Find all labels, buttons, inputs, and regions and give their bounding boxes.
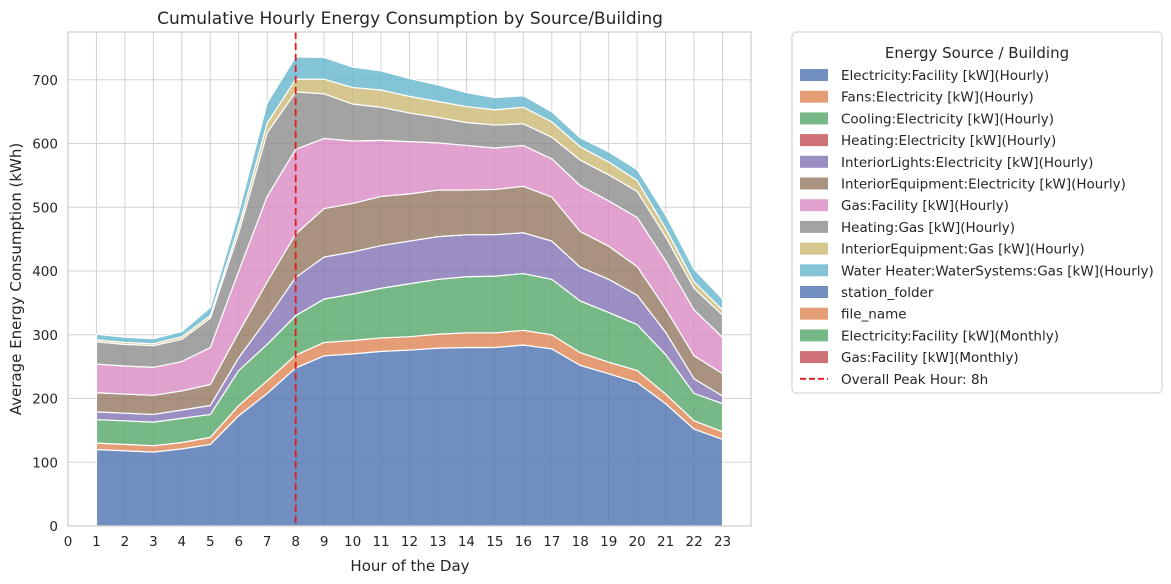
chart-title: Cumulative Hourly Energy Consumption by … xyxy=(157,9,663,29)
legend-entry: station_folder xyxy=(841,285,934,301)
legend-swatch xyxy=(800,307,828,320)
legend-swatch xyxy=(800,155,828,168)
x-tick-label: 13 xyxy=(429,534,446,550)
legend-entry: Cooling:Electricity [kW](Hourly) xyxy=(841,111,1054,127)
legend-entry: file_name xyxy=(841,307,907,323)
x-tick-label: 6 xyxy=(234,534,243,550)
x-tick-label: 9 xyxy=(320,534,329,550)
legend-entry: Electricity:Facility [kW](Hourly) xyxy=(841,68,1049,84)
x-axis-label: Hour of the Day xyxy=(350,557,469,575)
x-tick-label: 3 xyxy=(149,534,158,550)
legend-entry: Water Heater:WaterSystems:Gas [kW](Hourl… xyxy=(841,263,1154,279)
x-tick-label: 21 xyxy=(657,534,674,550)
y-tick-label: 0 xyxy=(49,519,58,535)
legend-swatch xyxy=(800,90,828,103)
legend-entry: Gas:Facility [kW](Monthly) xyxy=(841,350,1019,366)
legend-swatch xyxy=(800,264,828,277)
x-tick-label: 18 xyxy=(572,534,589,550)
legend-swatch xyxy=(800,329,828,342)
x-tick-label: 2 xyxy=(121,534,130,550)
legend-entry: InteriorEquipment:Electricity [kW](Hourl… xyxy=(841,177,1126,193)
legend-swatch xyxy=(800,199,828,212)
legend-swatch xyxy=(800,286,828,298)
x-tick-label: 19 xyxy=(600,534,617,550)
legend: Energy Source / Building Electricity:Fac… xyxy=(791,31,1163,394)
y-tick-label: 300 xyxy=(32,328,58,344)
plot-frame xyxy=(67,31,752,527)
x-tick-label: 17 xyxy=(543,534,560,550)
legend-entry: Electricity:Facility [kW](Monthly) xyxy=(841,328,1059,344)
x-tick-label: 4 xyxy=(178,534,187,550)
area-layer xyxy=(95,56,724,527)
x-tick-label: 22 xyxy=(685,534,702,550)
legend-frame xyxy=(791,31,1163,394)
legend-entry: Heating:Gas [kW](Hourly) xyxy=(841,220,1015,236)
y-tick-label: 700 xyxy=(32,73,58,89)
tick-layer: 0 1 2 3 4 5 6 7 8 9 10 11 12 13 14 15 16 17 18 19 20 21 22 2301… xyxy=(32,73,731,550)
legend-swatch xyxy=(800,177,828,190)
x-tick-label: 23 xyxy=(714,534,731,550)
legend-entry-peak: Overall Peak Hour: 8h xyxy=(841,372,988,388)
y-tick-label: 100 xyxy=(32,455,58,471)
y-tick-label: 600 xyxy=(32,137,58,153)
legend-entry: Heating:Electricity [kW](Hourly) xyxy=(841,133,1056,149)
x-tick-label: 12 xyxy=(401,534,418,550)
legend-swatch xyxy=(800,220,828,233)
legend-swatch xyxy=(800,112,828,125)
legend-entry: Fans:Electricity [kW](Hourly) xyxy=(841,90,1034,106)
legend-swatch xyxy=(800,69,828,81)
legend-entry: InteriorLights:Electricity [kW](Hourly) xyxy=(841,155,1093,171)
x-tick-label: 15 xyxy=(486,534,503,550)
x-tick-label: 0 xyxy=(64,534,73,550)
x-tick-label: 16 xyxy=(515,534,532,550)
x-tick-label: 11 xyxy=(372,534,389,550)
legend-entry: InteriorEquipment:Gas [kW](Hourly) xyxy=(841,242,1085,258)
y-tick-label: 200 xyxy=(32,392,58,408)
x-tick-label: 14 xyxy=(458,534,475,550)
y-tick-label: 500 xyxy=(32,200,58,216)
legend-entry: Gas:Facility [kW](Hourly) xyxy=(841,198,1009,214)
y-axis-label: Average Energy Consumption (kWh) xyxy=(7,143,25,416)
x-tick-label: 1 xyxy=(92,534,101,550)
y-tick-label: 400 xyxy=(32,264,58,280)
x-tick-label: 5 xyxy=(206,534,215,550)
legend-swatch xyxy=(800,351,828,364)
x-tick-label: 10 xyxy=(344,534,361,550)
x-tick-label: 20 xyxy=(629,534,646,550)
x-tick-label: 7 xyxy=(263,534,272,550)
area-series-10 xyxy=(95,56,724,345)
legend-swatch xyxy=(800,242,828,255)
legend-items: Electricity:Facility [kW](Hourly) Fans:El… xyxy=(800,68,1154,388)
legend-title: Energy Source / Building xyxy=(885,44,1069,62)
legend-swatch xyxy=(800,134,828,147)
x-tick-label: 8 xyxy=(291,534,300,550)
